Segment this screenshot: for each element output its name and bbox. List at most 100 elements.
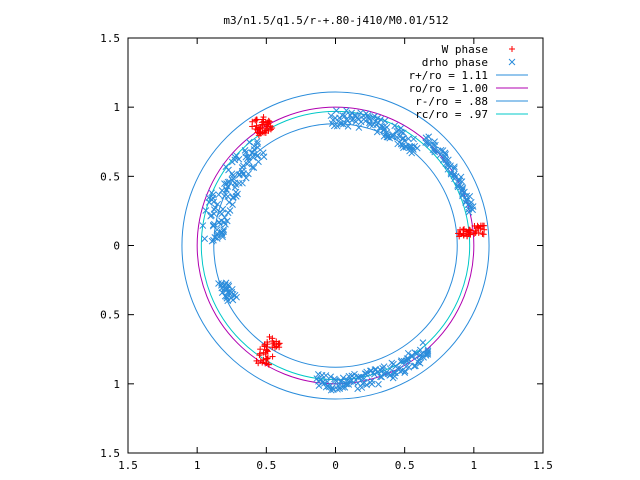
drho-phase-point bbox=[218, 187, 226, 194]
drho-phase-point bbox=[327, 112, 335, 120]
drho-phase-point bbox=[439, 156, 447, 164]
drho-phase-point bbox=[363, 381, 370, 389]
w-phase-point bbox=[265, 361, 272, 368]
w-phase-point bbox=[264, 347, 271, 354]
drho-phase-point bbox=[207, 212, 214, 220]
drho-phase-point bbox=[255, 158, 262, 166]
circle-0.97 bbox=[200, 110, 471, 381]
drho-phase-point bbox=[208, 237, 216, 245]
w-phase-point bbox=[253, 116, 260, 123]
drho-phase-point bbox=[339, 374, 347, 382]
drho-phase-point bbox=[376, 124, 384, 131]
drho-phase-point bbox=[218, 210, 226, 218]
drho-phase-point bbox=[393, 133, 401, 141]
y-tick-label: 1 bbox=[113, 101, 120, 114]
drho-phase-point bbox=[401, 369, 409, 377]
drho-phase-point bbox=[416, 346, 424, 354]
drho-phase-point bbox=[228, 170, 236, 178]
x-tick-label: 1 bbox=[194, 459, 201, 472]
drho-phase-point bbox=[431, 138, 438, 145]
drho-phase-point bbox=[345, 372, 353, 380]
drho-phase-point bbox=[250, 164, 258, 171]
drho-phase-point bbox=[229, 172, 237, 179]
w-phase-point bbox=[264, 355, 271, 362]
w-phase-point bbox=[275, 341, 282, 348]
w-phase-point bbox=[264, 348, 271, 355]
drho-phase-point bbox=[380, 132, 388, 140]
w-phase-point bbox=[457, 226, 464, 233]
drho-phase-point bbox=[223, 293, 230, 300]
drho-phase-point bbox=[409, 352, 416, 360]
drho-phase-point bbox=[328, 384, 336, 392]
drho-phase-point bbox=[394, 127, 402, 135]
axis-ticks: 1.5 1 0.5 0 0.5 1 1.51.510.500.511.5 bbox=[100, 32, 553, 472]
drho-phase-point bbox=[341, 112, 349, 120]
drho-phase-point bbox=[451, 165, 458, 172]
x-tick-label: 1.5 bbox=[533, 459, 553, 472]
drho-phase-point bbox=[338, 377, 345, 385]
legend-label: ro/ro = 1.00 bbox=[409, 82, 488, 95]
drho-phase-point bbox=[345, 381, 353, 388]
drho-phase-point bbox=[239, 179, 246, 187]
x-tick-label: 1 bbox=[471, 459, 478, 472]
w-phase-point bbox=[254, 129, 261, 136]
drho-phase-point bbox=[221, 192, 228, 200]
w-phase-point bbox=[252, 117, 259, 124]
drho-phase-point bbox=[411, 349, 419, 356]
drho-phase-point bbox=[403, 355, 411, 362]
w-phase-point bbox=[262, 360, 269, 367]
drho-phase-point bbox=[380, 363, 388, 370]
drho-phase-point bbox=[457, 183, 465, 191]
legend-label: r-/ro = .88 bbox=[415, 95, 488, 108]
w-phase-point bbox=[264, 355, 271, 362]
legend-marker bbox=[509, 46, 515, 52]
w-phase-point bbox=[249, 123, 256, 130]
drho-phase-point bbox=[354, 385, 362, 393]
drho-phase-point bbox=[260, 153, 268, 161]
w-phase-point bbox=[466, 226, 473, 233]
w-phase-point bbox=[267, 126, 274, 133]
w-phase-point bbox=[260, 356, 267, 363]
drho-phase-point bbox=[455, 177, 463, 185]
drho-phase-point bbox=[344, 122, 352, 130]
w-phase-point bbox=[455, 230, 462, 237]
drho-phase-point bbox=[242, 153, 250, 161]
drho-phase-point bbox=[400, 135, 407, 142]
drho-phase-point bbox=[394, 140, 402, 148]
legend-marker bbox=[508, 58, 516, 66]
drho-phase-point bbox=[365, 115, 373, 123]
drho-phase-point bbox=[253, 152, 261, 160]
drho-phase-point bbox=[259, 149, 267, 157]
reference-circles bbox=[181, 91, 490, 400]
w-phase-point bbox=[266, 333, 273, 340]
drho-phase-point bbox=[199, 222, 207, 229]
drho-phase-point bbox=[451, 163, 458, 171]
drho-phase-point bbox=[202, 207, 210, 214]
drho-phase-point bbox=[405, 363, 413, 371]
drho-phase-point bbox=[328, 120, 336, 127]
legend-label: rc/ro = .97 bbox=[415, 108, 488, 121]
w-phase-point bbox=[264, 341, 271, 348]
drho-phase-point bbox=[201, 235, 209, 243]
drho-phase-point bbox=[217, 220, 224, 228]
w-phase-point bbox=[276, 344, 283, 351]
drho-phase-point bbox=[213, 235, 221, 242]
drho-phase-point bbox=[219, 233, 226, 241]
data-markers bbox=[199, 107, 488, 394]
x-tick-label: 0.5 bbox=[395, 459, 415, 472]
drho-phase-point bbox=[243, 160, 251, 168]
drho-phase-point bbox=[245, 138, 253, 146]
drho-phase-point bbox=[391, 122, 399, 130]
drho-phase-point bbox=[358, 384, 366, 391]
drho-phase-point bbox=[390, 369, 398, 377]
drho-phase-point bbox=[233, 293, 240, 301]
y-tick-label: 0.5 bbox=[100, 309, 120, 322]
x-tick-label: 1.5 bbox=[118, 459, 138, 472]
w-phase-point bbox=[252, 126, 259, 133]
drho-phase-point bbox=[322, 372, 330, 379]
drho-phase-point bbox=[378, 373, 385, 381]
circle-1 bbox=[196, 106, 475, 385]
drho-phase-point bbox=[320, 380, 328, 387]
